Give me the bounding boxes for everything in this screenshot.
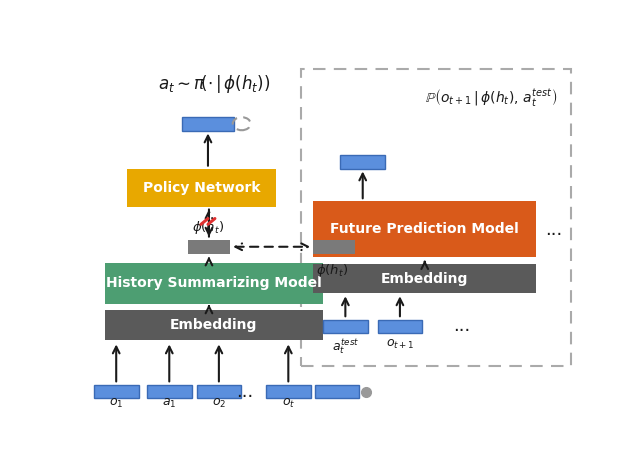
FancyBboxPatch shape bbox=[340, 155, 385, 169]
FancyBboxPatch shape bbox=[315, 384, 359, 399]
Text: ...: ... bbox=[545, 221, 563, 239]
FancyBboxPatch shape bbox=[313, 240, 355, 254]
FancyBboxPatch shape bbox=[105, 310, 323, 340]
Text: ...: ... bbox=[236, 383, 253, 400]
Text: Future Prediction Model: Future Prediction Model bbox=[330, 222, 519, 236]
Text: $a_1$: $a_1$ bbox=[162, 397, 177, 410]
Text: $o_t$: $o_t$ bbox=[282, 397, 295, 410]
FancyBboxPatch shape bbox=[323, 320, 367, 333]
Text: $\phi(h_t)$: $\phi(h_t)$ bbox=[316, 262, 348, 279]
FancyBboxPatch shape bbox=[266, 384, 310, 399]
FancyBboxPatch shape bbox=[127, 169, 276, 207]
FancyBboxPatch shape bbox=[105, 263, 323, 304]
Text: Embedding: Embedding bbox=[381, 272, 468, 286]
Text: Embedding: Embedding bbox=[170, 318, 258, 332]
Text: $a_t \sim \pi\!\left(\cdot\,\middle|\,\phi(h_t)\right)$: $a_t \sim \pi\!\left(\cdot\,\middle|\,\p… bbox=[157, 72, 270, 94]
FancyBboxPatch shape bbox=[188, 240, 230, 254]
FancyBboxPatch shape bbox=[196, 384, 241, 399]
Text: ...: ... bbox=[453, 317, 470, 336]
FancyBboxPatch shape bbox=[313, 265, 536, 293]
Text: History Summarizing Model: History Summarizing Model bbox=[106, 276, 322, 290]
FancyBboxPatch shape bbox=[378, 320, 422, 333]
Text: $o_{t+1}$: $o_{t+1}$ bbox=[386, 338, 414, 351]
FancyBboxPatch shape bbox=[147, 384, 191, 399]
Text: $a_t^{test}$: $a_t^{test}$ bbox=[332, 338, 359, 357]
FancyBboxPatch shape bbox=[94, 384, 138, 399]
Text: $\phi(h_t)$: $\phi(h_t)$ bbox=[192, 219, 224, 236]
Text: $o_2$: $o_2$ bbox=[212, 397, 226, 410]
Text: $o_1$: $o_1$ bbox=[109, 397, 124, 410]
Text: $\mathbb{P}\left(o_{t+1}\,|\,\phi(h_t),\,a_t^{test}\right)$: $\mathbb{P}\left(o_{t+1}\,|\,\phi(h_t),\… bbox=[425, 87, 557, 109]
Text: Policy Network: Policy Network bbox=[143, 180, 260, 195]
FancyBboxPatch shape bbox=[182, 117, 234, 131]
FancyBboxPatch shape bbox=[313, 201, 536, 257]
